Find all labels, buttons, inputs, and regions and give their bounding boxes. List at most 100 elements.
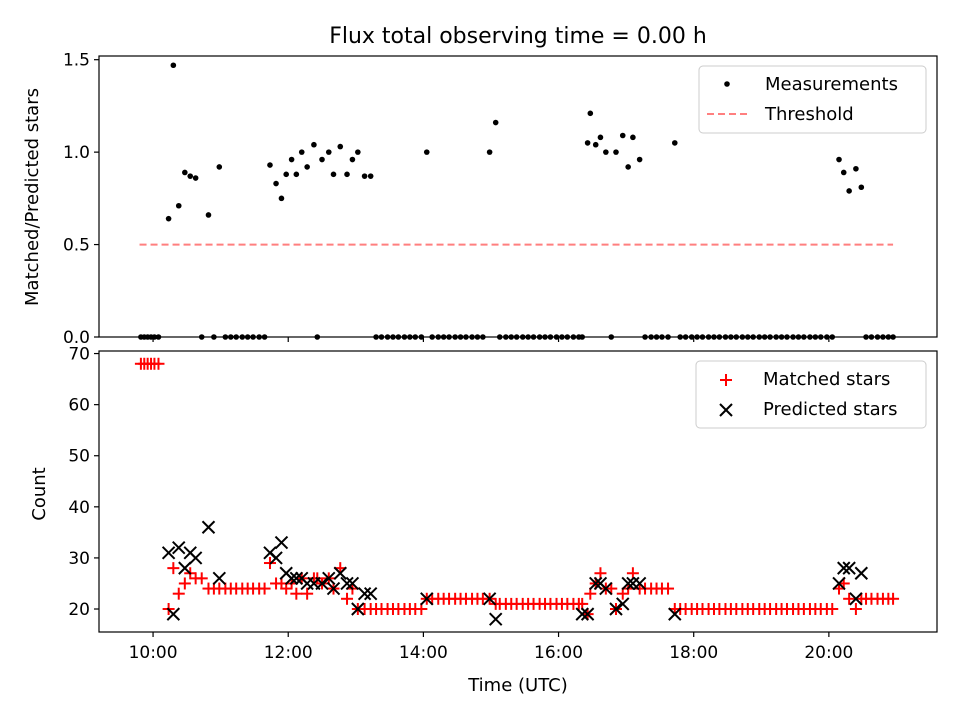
predicted-star-point [357, 586, 372, 601]
measurement-point [361, 173, 368, 179]
predicted-star-point [333, 566, 347, 580]
predicted-star-point [609, 602, 623, 616]
measurement-point [355, 149, 361, 155]
measurement-point [216, 164, 223, 170]
bottom-plot-frame [98, 350, 938, 633]
measurement-point [278, 195, 285, 202]
legend-label-measurements: Measurements [765, 74, 898, 95]
top-legend: Measurements Threshold [698, 65, 927, 134]
bottom-y-tick-label: 30 [68, 549, 90, 569]
predicted-star-point [621, 576, 635, 591]
legend-label-matched: Matched stars [763, 369, 890, 390]
bottom-y-tick-label: 40 [68, 498, 90, 518]
bottom-y-tick-label: 20 [68, 600, 90, 620]
bottom-x-axis-label: Time (UTC) [467, 675, 568, 696]
measurement-point [613, 149, 619, 155]
measurement-point [337, 143, 344, 150]
measurement-point [344, 171, 350, 178]
matched-star-point [301, 587, 314, 600]
measurement-point [836, 156, 842, 163]
bottom-x-tick-label: 20:00 [804, 643, 853, 663]
predicted-star-point [351, 602, 365, 616]
matched-star-point [843, 592, 856, 605]
predicted-star-point [488, 612, 503, 626]
legend-x-icon [719, 403, 733, 417]
measurement-point [175, 202, 182, 209]
legend-plus-icon [720, 374, 732, 386]
matched-star-point [152, 357, 165, 370]
matched-star-point [172, 587, 185, 600]
bottom-x-tick-label: 10:00 [129, 643, 178, 663]
measurement-point [192, 175, 199, 181]
measurement-point [298, 149, 305, 155]
matched-star-point [258, 582, 271, 595]
predicted-star-point [616, 597, 630, 611]
measurement-point [304, 164, 310, 170]
measurement-point [636, 156, 643, 163]
matched-star-point [887, 592, 900, 605]
top-plot-marks [138, 62, 896, 340]
measurement-point [165, 215, 172, 222]
predicted-star-point [589, 576, 603, 591]
measurement-point [187, 173, 194, 179]
matched-star-point [178, 577, 191, 590]
matched-star-point [826, 603, 839, 616]
predicted-star-point [482, 592, 497, 606]
measurement-point [311, 141, 317, 148]
measurement-point [288, 156, 295, 163]
matched-star-point [195, 572, 208, 585]
top-axes: 0.0 0.5 1.0 1.5 [63, 51, 830, 348]
matched-star-point [662, 582, 675, 595]
predicted-star-point [178, 561, 192, 575]
predicted-star-point [420, 592, 434, 606]
bottom-axes: 20 30 40 50 60 70 10:00 12:00 14:00 16:00 18:00 20:… [68, 345, 853, 663]
bottom-legend-box [695, 360, 927, 429]
predicted-star-point [363, 586, 378, 601]
top-y-tick-label: 1.5 [63, 51, 90, 71]
matched-star-point [849, 603, 862, 616]
predicted-star-point [345, 576, 360, 591]
matched-star-point [290, 587, 303, 600]
legend-dot-icon [724, 81, 730, 87]
measurement-point [584, 140, 591, 146]
predicted-star-point [172, 540, 186, 555]
predicted-star-point [315, 576, 329, 591]
chart-title: Flux total observing time = 0.00 h [329, 24, 707, 49]
predicted-star-point [599, 581, 613, 596]
predicted-star-point [849, 592, 863, 606]
measurement-point [423, 149, 430, 155]
measurement-point [283, 171, 289, 178]
predicted-star-point [632, 576, 647, 591]
measurement-point [853, 165, 859, 172]
top-legend-box [698, 65, 927, 134]
bottom-x-tick-label: 14:00 [399, 643, 448, 663]
top-y-tick-label: 1.0 [63, 143, 90, 163]
predicted-star-point [322, 571, 336, 586]
bottom-plot-marks [134, 357, 900, 626]
predicted-star-point [274, 535, 289, 550]
predicted-star-point [832, 576, 846, 591]
legend-label-threshold: Threshold [764, 104, 854, 125]
measurement-point [619, 132, 626, 139]
measurement-point [597, 134, 604, 141]
measurement-point [349, 156, 356, 163]
bottom-y-axis-label: Count [29, 467, 50, 520]
predicted-star-point [188, 551, 203, 565]
predicted-star-point [668, 607, 682, 621]
bottom-x-tick-label: 12:00 [264, 643, 313, 663]
measurement-point [170, 62, 177, 69]
predicted-star-point [842, 561, 856, 575]
top-panel: Matched/Predicted stars 0.0 0.5 1.0 1.5 Mea… [22, 51, 938, 348]
measurement-point [293, 171, 300, 178]
predicted-star-point [212, 571, 227, 586]
matched-star-point [167, 562, 180, 575]
measurement-point [205, 212, 212, 218]
top-y-axis-label: Matched/Predicted stars [22, 88, 43, 306]
predicted-star-point [161, 546, 176, 560]
measurement-point [630, 134, 636, 141]
measurement-point [625, 164, 631, 170]
bottom-legend: Matched stars Predicted stars [695, 360, 927, 429]
measurement-point [592, 141, 599, 148]
measurement-point [587, 110, 594, 117]
measurement-point [367, 173, 374, 179]
